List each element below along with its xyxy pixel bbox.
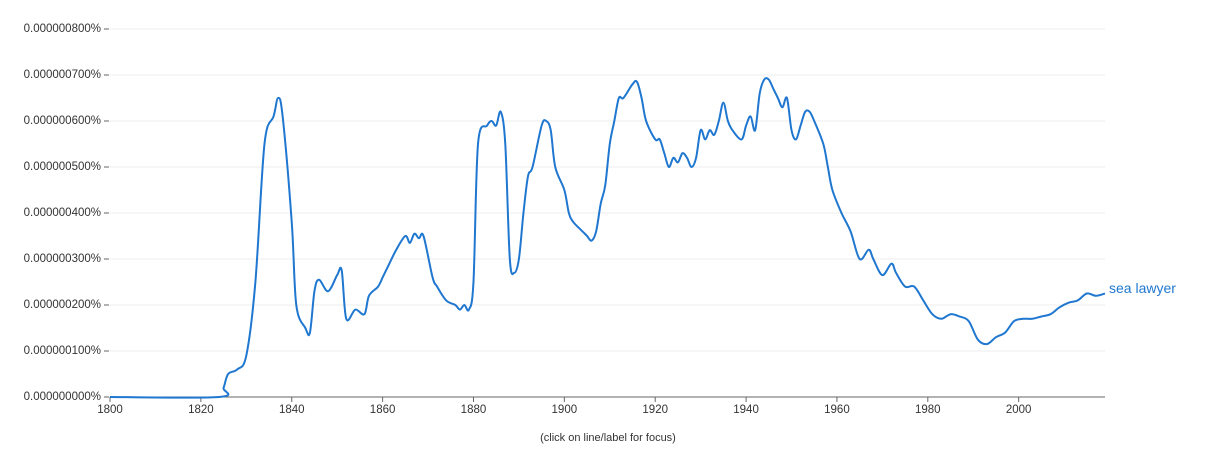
y-tick-label: 0.000000100% — [24, 345, 101, 357]
annotation: (click on line/label for focus) — [540, 432, 676, 444]
x-tick-label: 1980 — [915, 404, 941, 416]
y-tick-label: 0.000000800% — [24, 23, 101, 35]
x-tick-label: 2000 — [1006, 404, 1032, 416]
series-line[interactable] — [109, 77, 1106, 399]
x-tick-label: 1940 — [733, 404, 759, 416]
y-tick-label: 0.000000700% — [24, 69, 101, 81]
x-tick-label: 1920 — [642, 404, 668, 416]
series-label[interactable]: sea lawyer — [1109, 280, 1176, 296]
x-tick-label: 1840 — [279, 404, 305, 416]
x-tick-label: 1880 — [461, 404, 487, 416]
x-tick-label: 1800 — [97, 404, 123, 416]
x-tick-label: 1960 — [824, 404, 850, 416]
x-tick-label: 1900 — [552, 404, 578, 416]
y-tick-label: 0.000000200% — [24, 299, 101, 311]
x-tick-label: 1820 — [188, 404, 214, 416]
y-tick-label: 0.000000400% — [24, 207, 101, 219]
x-tick-label: 1860 — [370, 404, 396, 416]
y-tick-label: 0.000000300% — [24, 253, 101, 265]
y-tick-label: 0.000000000% — [24, 391, 101, 403]
y-tick-label: 0.000000500% — [24, 161, 101, 173]
y-tick-label: 0.000000600% — [24, 115, 101, 127]
